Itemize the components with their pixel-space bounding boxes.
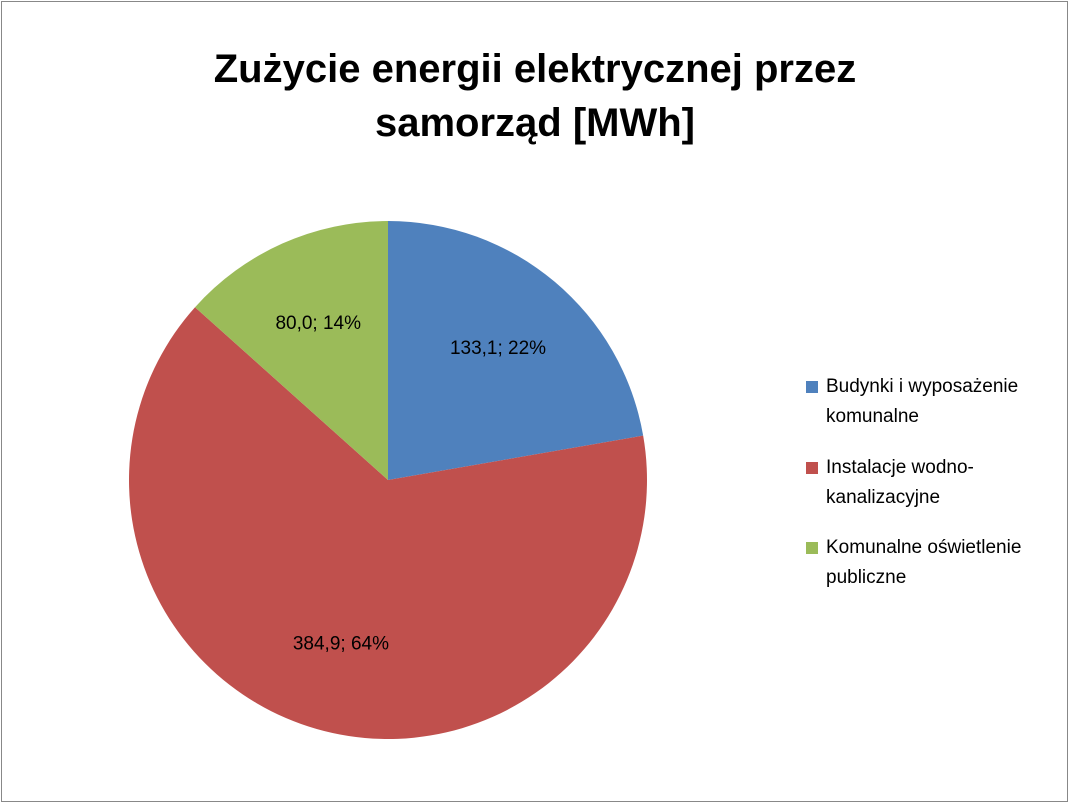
data-label: 133,1; 22% (450, 338, 546, 359)
legend-swatch (806, 462, 818, 474)
pie-slice (388, 221, 644, 480)
pie-slice (129, 307, 647, 739)
legend-swatch (806, 381, 818, 393)
legend-item: Instalacje wodno-kanalizacyjne (806, 453, 1056, 513)
legend-item: Budynki i wyposażenie komunalne (806, 372, 1056, 432)
data-label: 384,9; 64% (293, 633, 389, 654)
chart-title: Zużycie energii elektrycznej przez samor… (213, 47, 857, 145)
legend-label: Komunalne oświetlenie publiczne (826, 537, 1022, 588)
pie-slice (195, 221, 388, 480)
data-label: 80,0; 14% (275, 313, 361, 334)
legend-swatch (806, 542, 818, 554)
legend-label: Instalacje wodno-kanalizacyjne (826, 457, 974, 508)
legend-item: Komunalne oświetlenie publiczne (806, 533, 1056, 593)
legend-label: Budynki i wyposażenie komunalne (826, 376, 1019, 427)
